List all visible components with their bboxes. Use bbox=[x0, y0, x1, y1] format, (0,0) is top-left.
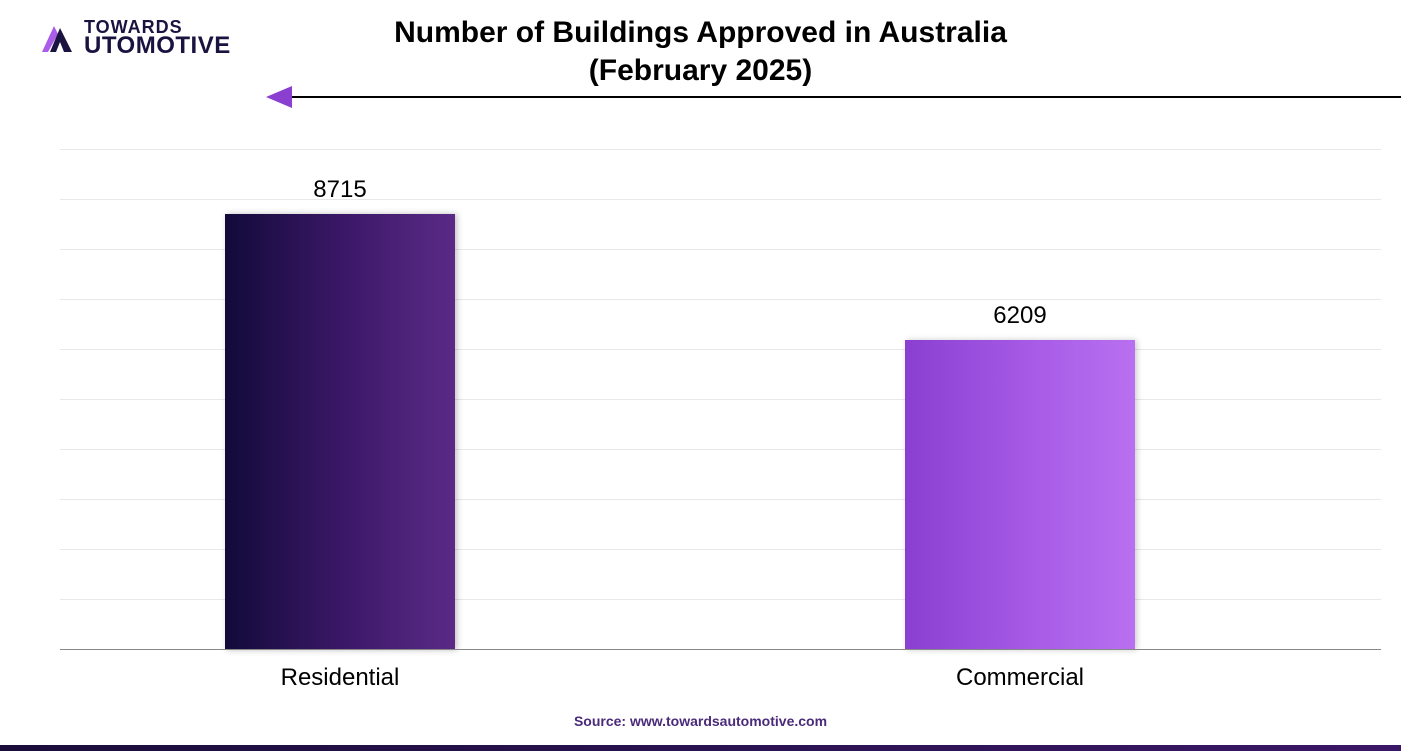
grid-line bbox=[60, 149, 1381, 150]
category-label-residential: Residential bbox=[225, 664, 455, 692]
bar-commercial bbox=[905, 340, 1135, 650]
divider-arrow-line bbox=[288, 96, 1401, 98]
footer-bar bbox=[0, 745, 1401, 751]
category-label-commercial: Commercial bbox=[905, 664, 1135, 692]
x-axis-line bbox=[60, 649, 1381, 651]
divider-arrow-head-icon bbox=[266, 86, 292, 108]
chart-area: 8715 6209 Residential Commercial bbox=[60, 150, 1381, 650]
title-line2: (February 2025) bbox=[589, 54, 812, 87]
value-label-residential: 8715 bbox=[225, 176, 455, 204]
value-label-commercial: 6209 bbox=[905, 302, 1135, 330]
chart-title: Number of Buildings Approved in Australi… bbox=[0, 14, 1401, 89]
title-line1: Number of Buildings Approved in Australi… bbox=[394, 16, 1007, 49]
bar-residential bbox=[225, 214, 455, 650]
source-text: Source: www.towardsautomotive.com bbox=[0, 713, 1401, 729]
